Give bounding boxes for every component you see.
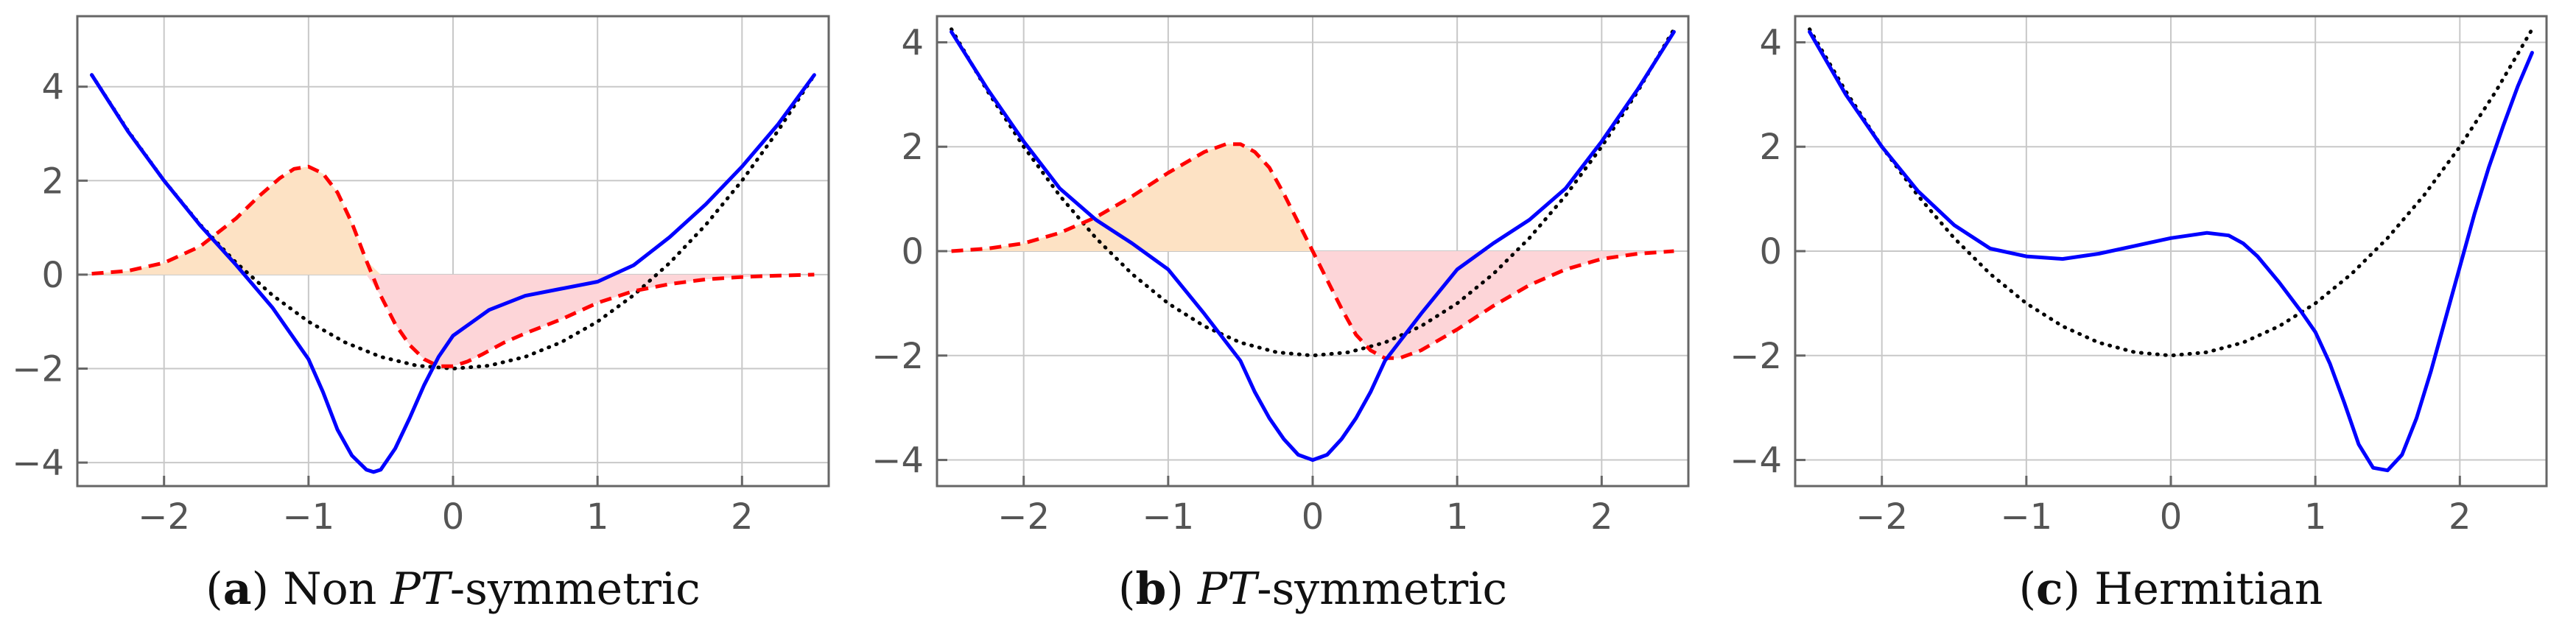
series-line-solid [950,29,1676,463]
x-tick-label: 0 [442,496,465,538]
caption-letter: c [2036,563,2063,615]
caption-prefix [1184,563,1198,615]
series-line-dashed [951,142,1674,360]
chart-panel-c: −2 −1 0 1 2 −4 −2 0 2 4 (c) Hermitian [1730,15,2548,615]
x-tick-label: 1 [2304,496,2327,538]
series-line-dotted [1808,27,2534,358]
caption-open: ( [1118,563,1135,615]
y-tick-label: −4 [1730,440,1782,482]
caption-prefix: Non [269,563,390,615]
x-tick-label: −1 [282,496,334,538]
x-tick-label: 2 [1590,496,1613,538]
x-tick-label: 2 [731,496,754,538]
y-tick-label: −2 [12,349,64,390]
plot-area-c [1808,27,2534,473]
x-tick-label: 1 [586,496,609,538]
caption-italic: PT [390,563,452,615]
fill-negative-region [951,251,1674,359]
y-tick-label: 0 [1759,231,1782,272]
y-tick-label: 0 [41,255,64,296]
x-tick-label: −2 [997,496,1050,538]
x-tick-label: −2 [1856,496,1908,538]
y-tick-label: −4 [12,443,64,484]
y-tick-label: 2 [41,161,64,202]
caption-open: ( [2019,563,2036,615]
chart-panel-b: −2 −1 0 1 2 −4 −2 0 2 4 (b) PT-symmetric [871,15,1690,615]
panel-caption-a: (a) Non PT-symmetric [206,563,700,615]
y-tick-label: −2 [871,336,924,377]
x-tick-label: −1 [2000,496,2052,538]
panel-caption-c: (c) Hermitian [2019,563,2323,615]
x-tick-label: 2 [2449,496,2471,538]
plot-area-a [90,73,816,474]
caption-letter: a [223,563,252,615]
x-tick-label: 1 [1446,496,1469,538]
caption-italic: PT [1197,563,1260,615]
fill-positive-region [951,144,1674,251]
chart-panel-a: −2 −1 0 1 2 −4 −2 0 2 4 (a) Non PT-symmetric [12,15,830,615]
caption-letter: b [1135,563,1166,615]
caption-open: ( [206,563,222,615]
caption-close: ) [1166,563,1183,615]
x-tick-label: −2 [138,496,190,538]
caption-close: ) [2063,563,2080,615]
y-tick-label: 2 [1759,127,1782,168]
series-line-solid [1808,29,2534,473]
caption-close: ) [252,563,269,615]
y-tick-label: −2 [1730,336,1782,377]
x-tick-label: 0 [1302,496,1324,538]
y-tick-label: 0 [901,231,924,272]
caption-prefix: Hermitian [2080,563,2323,615]
y-tick-label: 4 [1759,22,1782,63]
fill-positive-region [91,166,815,275]
series-line-solid [90,73,816,474]
y-tick-label: −4 [871,440,924,482]
x-tick-label: −1 [1142,496,1194,538]
panel-caption-b: (b) PT-symmetric [1118,563,1507,615]
caption-suffix: -symmetric [1257,563,1507,615]
y-tick-label: 4 [41,67,64,108]
x-tick-label: 0 [2160,496,2183,538]
y-tick-label: 4 [901,22,924,63]
plot-area-b [950,27,1676,463]
y-tick-label: 2 [901,127,924,168]
fill-negative-region [91,274,815,367]
caption-suffix: -symmetric [450,563,701,615]
series-line-dotted [950,27,1676,358]
